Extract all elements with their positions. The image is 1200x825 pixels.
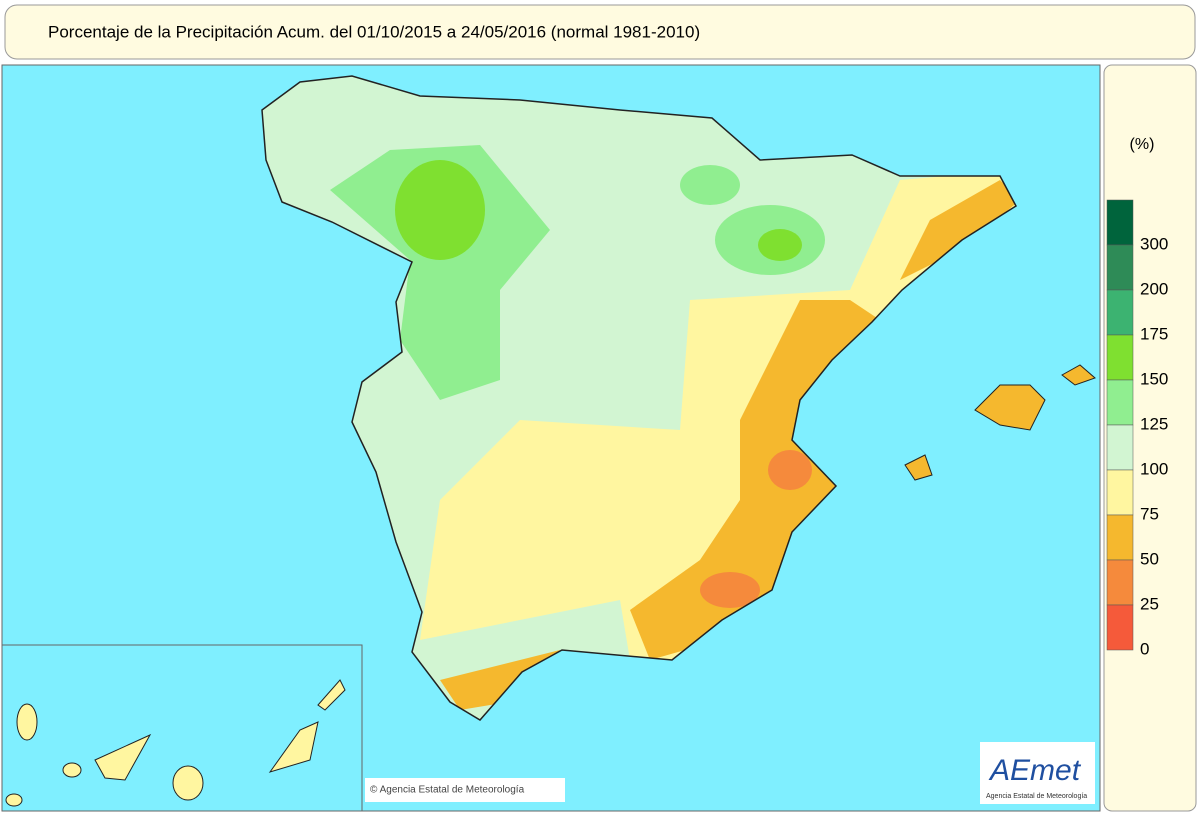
region-50-75 bbox=[900, 180, 1016, 280]
region-25-50 bbox=[768, 450, 812, 490]
legend-swatch bbox=[1106, 604, 1134, 651]
legend-swatch bbox=[1106, 379, 1134, 426]
legend-label: 50 bbox=[1140, 549, 1159, 568]
canary-inset bbox=[1, 644, 363, 812]
legend-swatch bbox=[1106, 559, 1134, 606]
region-150-175 bbox=[758, 229, 802, 261]
island bbox=[16, 703, 38, 741]
title: Porcentaje de la Precipitación Acum. del… bbox=[48, 22, 700, 41]
island bbox=[317, 679, 346, 711]
copyright-box bbox=[365, 778, 565, 802]
region-150-175 bbox=[395, 160, 485, 260]
legend-swatch bbox=[1106, 289, 1134, 336]
legend-swatch bbox=[1106, 424, 1134, 471]
legend-label: 125 bbox=[1140, 414, 1168, 433]
legend-swatch bbox=[1106, 244, 1134, 291]
legend-label: 25 bbox=[1140, 594, 1159, 613]
logo: AEmet bbox=[988, 754, 1082, 787]
mallorca bbox=[974, 384, 1046, 431]
logo-box bbox=[980, 742, 1095, 804]
legend-swatch bbox=[1106, 199, 1134, 246]
region-125-150 bbox=[680, 165, 740, 205]
legend-label: 100 bbox=[1140, 459, 1168, 478]
legend-label: 150 bbox=[1140, 369, 1168, 388]
island bbox=[5, 793, 23, 807]
island bbox=[62, 762, 82, 778]
canary-islands bbox=[5, 679, 346, 807]
legend-label: 200 bbox=[1140, 279, 1168, 298]
island bbox=[94, 733, 152, 781]
legend-label: 175 bbox=[1140, 324, 1168, 343]
menorca bbox=[1061, 364, 1096, 386]
ibiza bbox=[904, 454, 933, 481]
legend-label: 300 bbox=[1140, 234, 1168, 253]
legend-swatch bbox=[1106, 334, 1134, 381]
legend-label: 75 bbox=[1140, 504, 1159, 523]
legend-label: 0 bbox=[1140, 639, 1149, 658]
island bbox=[268, 721, 319, 773]
copyright: © Agencia Estatal de Meteorología bbox=[370, 785, 525, 796]
legend-swatch bbox=[1106, 469, 1134, 516]
region-25-50 bbox=[700, 572, 760, 608]
legend-swatch bbox=[1106, 514, 1134, 561]
region-50-75 bbox=[440, 650, 560, 710]
island bbox=[172, 765, 204, 801]
logo-subtitle: Agencia Estatal de Meteorología bbox=[986, 793, 1087, 800]
title-box bbox=[4, 4, 1196, 60]
legend-unit: (%) bbox=[1130, 136, 1155, 153]
region-125-150 bbox=[330, 145, 550, 400]
